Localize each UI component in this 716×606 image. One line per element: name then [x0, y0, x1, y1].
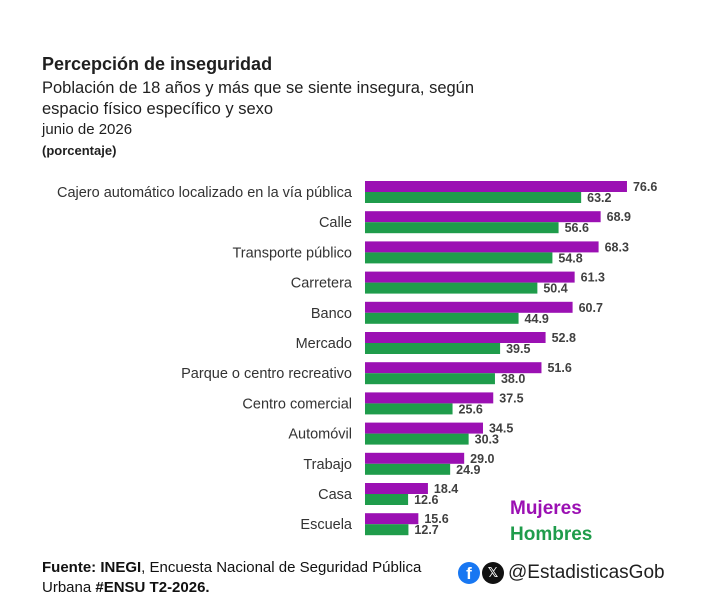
facebook-icon: f	[458, 562, 480, 584]
legend-men: Hombres	[510, 524, 593, 545]
value-label-women: 34.5	[489, 422, 513, 436]
bar-men	[365, 463, 451, 475]
legend-women: Mujeres	[510, 498, 582, 519]
social-handle-text: @EstadisticasGob	[508, 562, 665, 583]
category-label: Casa	[318, 487, 353, 503]
bar-men	[365, 282, 538, 294]
value-label-men: 30.3	[475, 433, 499, 447]
value-label-women: 76.6	[633, 180, 657, 194]
bar-women	[365, 211, 601, 223]
value-label-men: 39.5	[506, 342, 530, 356]
bar-men	[365, 312, 519, 324]
chart-subtitle: Población de 18 años y más que se siente…	[42, 79, 475, 118]
bar-women	[365, 271, 575, 283]
category-label: Carretera	[291, 276, 353, 292]
chart-title: Percepción de inseguridad	[42, 54, 273, 74]
value-label-women: 37.5	[499, 391, 523, 405]
bar-men	[365, 403, 453, 415]
category-label: Escuela	[300, 517, 353, 533]
bar-men	[365, 373, 495, 385]
bar-men	[365, 192, 582, 203]
value-label-men: 38.0	[501, 372, 525, 386]
chart-unit: (porcentaje)	[42, 143, 117, 158]
value-label-men: 25.6	[459, 402, 483, 416]
bar-women	[365, 241, 599, 253]
bar-women	[365, 483, 428, 494]
value-label-women: 51.6	[547, 361, 571, 375]
bar-men	[365, 252, 553, 264]
source-text: , Encuesta Nacional de Seguridad Pública…	[42, 559, 422, 596]
category-label: Parque o centro recreativo	[181, 366, 352, 382]
value-label-men: 63.2	[587, 191, 611, 205]
value-label-men: 12.6	[414, 493, 438, 507]
bar-men	[365, 343, 501, 354]
value-label-women: 29.0	[470, 452, 494, 466]
source-tag: #ENSU T2-2026.	[95, 579, 210, 596]
bar-women	[365, 452, 465, 464]
bar-women	[365, 181, 627, 192]
value-label-men: 56.6	[565, 221, 589, 235]
bar-women	[365, 392, 494, 404]
value-label-men: 44.9	[525, 312, 549, 326]
bar-men	[365, 222, 559, 234]
value-label-men: 12.7	[414, 523, 438, 537]
source-prefix: Fuente: INEGI	[42, 559, 142, 576]
category-label: Banco	[311, 306, 352, 322]
value-label-women: 68.9	[607, 210, 631, 224]
bar-men	[365, 494, 409, 505]
category-label: Centro comercial	[242, 396, 352, 412]
value-label-men: 50.4	[543, 282, 567, 296]
category-label: Automóvil	[288, 427, 352, 443]
value-label-women: 18.4	[434, 482, 458, 496]
category-label: Cajero automático localizado en la vía p…	[57, 185, 353, 201]
bar-women	[365, 301, 573, 313]
category-label: Trabajo	[303, 457, 352, 473]
value-label-women: 60.7	[579, 301, 603, 315]
source-note: Fuente: INEGI, Encuesta Nacional de Segu…	[42, 558, 442, 598]
value-label-women: 52.8	[552, 331, 576, 345]
category-label: Transporte público	[232, 245, 352, 261]
social-handle: f 𝕏 @EstadisticasGob	[458, 562, 665, 584]
value-label-men: 54.8	[558, 251, 582, 265]
category-label: Mercado	[296, 336, 352, 352]
bar-women	[365, 513, 419, 525]
value-label-men: 24.9	[456, 463, 480, 477]
chart-period: junio de 2026	[42, 121, 133, 138]
value-label-women: 61.3	[581, 271, 605, 285]
bar-chart: Cajero automático localizado en la vía p…	[57, 180, 657, 537]
bar-men	[365, 433, 469, 445]
x-logo-icon: 𝕏	[482, 562, 504, 584]
category-label: Calle	[319, 215, 352, 231]
bar-men	[365, 524, 409, 536]
bar-women	[365, 332, 546, 343]
bar-women	[365, 362, 542, 374]
value-label-women: 68.3	[605, 240, 629, 254]
value-label-women: 15.6	[424, 512, 448, 526]
bar-women	[365, 422, 483, 434]
